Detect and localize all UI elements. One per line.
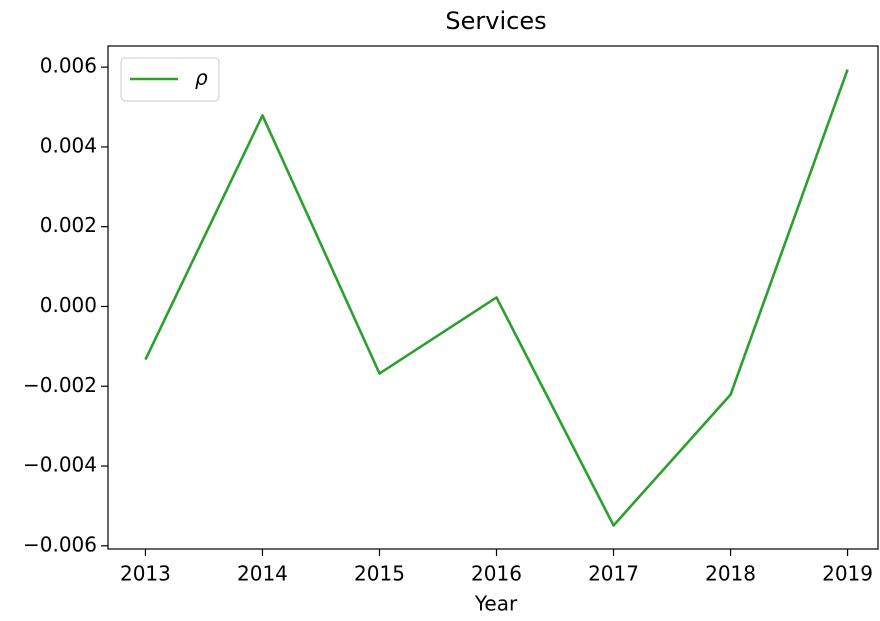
x-tick-label: 2015 xyxy=(354,562,405,586)
x-tick-label: 2013 xyxy=(120,562,171,586)
x-tick-label: 2019 xyxy=(822,562,873,586)
y-tick-label: −0.006 xyxy=(23,532,97,556)
x-tick-label: 2018 xyxy=(705,562,756,586)
y-tick-label: 0.002 xyxy=(40,213,97,237)
x-tick-label: 2017 xyxy=(588,562,639,586)
x-axis-label: Year xyxy=(474,592,518,616)
y-tick-label: 0.006 xyxy=(40,54,97,78)
x-tick-label: 2014 xyxy=(237,562,288,586)
data-line xyxy=(144,69,849,527)
chart-title: Services xyxy=(445,7,546,35)
y-tick-label: −0.004 xyxy=(23,453,97,477)
x-tick-label: 2016 xyxy=(471,562,522,586)
legend-label: ρ xyxy=(195,66,208,90)
plot-frame xyxy=(107,45,879,550)
y-tick-label: 0.000 xyxy=(40,293,97,317)
y-tick-label: −0.002 xyxy=(23,373,97,397)
y-tick-label: 0.004 xyxy=(40,133,97,157)
